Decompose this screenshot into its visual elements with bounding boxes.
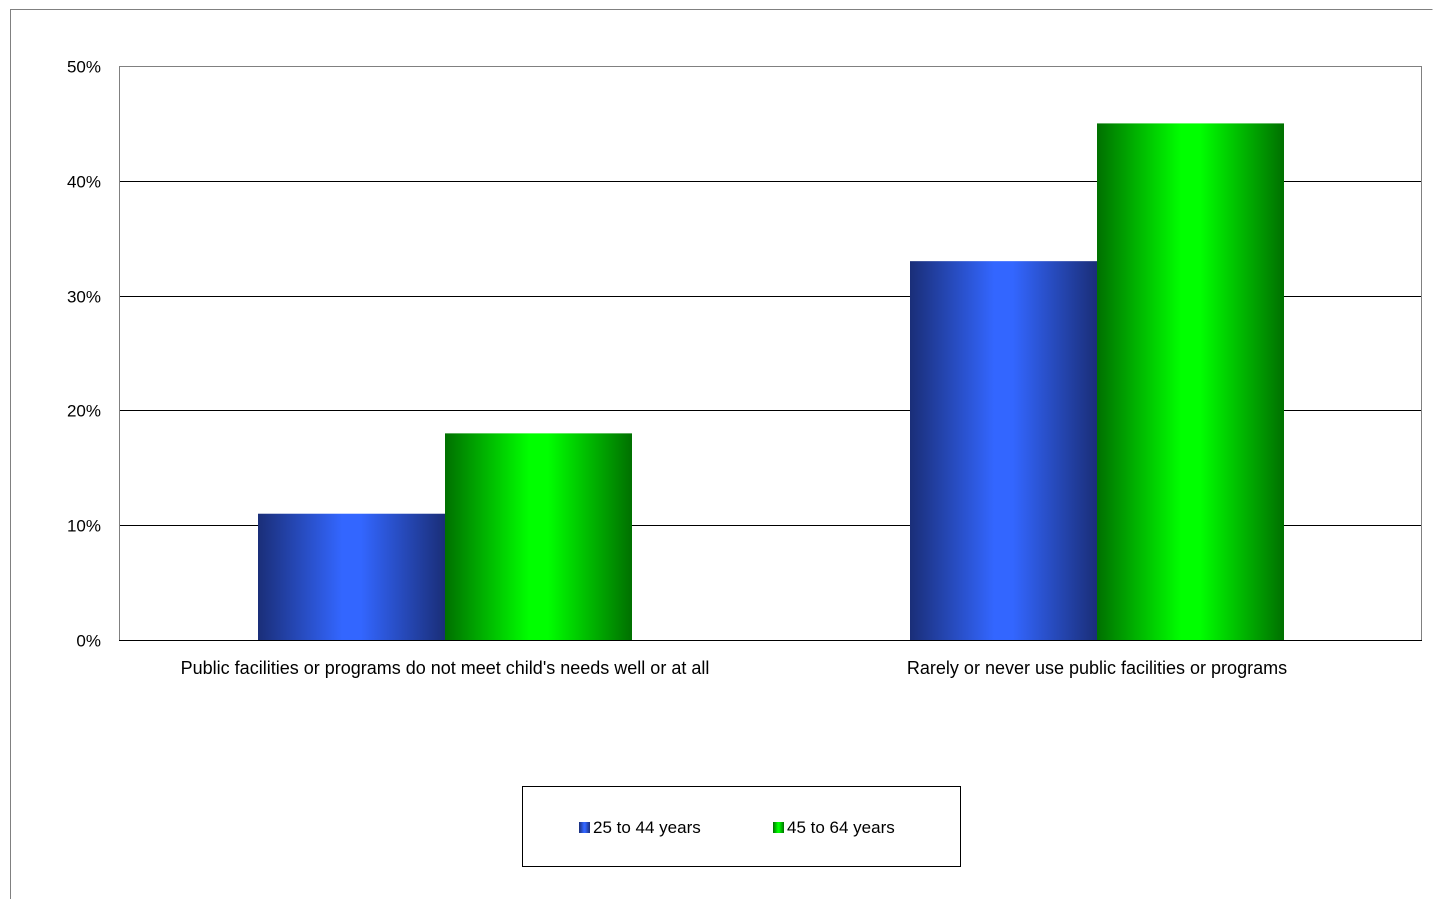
- legend-box: [522, 786, 961, 867]
- bar-45-to-64-1: [1097, 123, 1284, 640]
- bars: [258, 123, 1284, 640]
- x-category-label: Rarely or never use public facilities or…: [907, 658, 1287, 678]
- legend-label: 45 to 64 years: [787, 818, 895, 837]
- y-tick-label: 10%: [67, 517, 101, 536]
- legend-marker: [773, 822, 784, 833]
- y-tick-label: 40%: [67, 173, 101, 192]
- y-tick-label: 20%: [67, 402, 101, 421]
- x-category-label: Public facilities or programs do not mee…: [181, 658, 710, 678]
- legend: 25 to 44 years 45 to 64 years: [522, 786, 961, 867]
- legend-label: 25 to 44 years: [593, 818, 701, 837]
- legend-marker: [579, 822, 590, 833]
- bar-25-to-44-0: [258, 513, 445, 640]
- chart-frame-border: [10, 9, 1433, 899]
- y-tick-label: 0%: [76, 632, 101, 651]
- x-axis-category-labels: Public facilities or programs do not mee…: [181, 658, 1287, 678]
- y-axis-tick-labels: 0% 10% 20% 30% 40% 50%: [67, 58, 101, 651]
- y-tick-label: 50%: [67, 58, 101, 77]
- y-tick-label: 30%: [67, 288, 101, 307]
- bar-45-to-64-0: [445, 433, 632, 640]
- bar-25-to-44-1: [910, 261, 1097, 640]
